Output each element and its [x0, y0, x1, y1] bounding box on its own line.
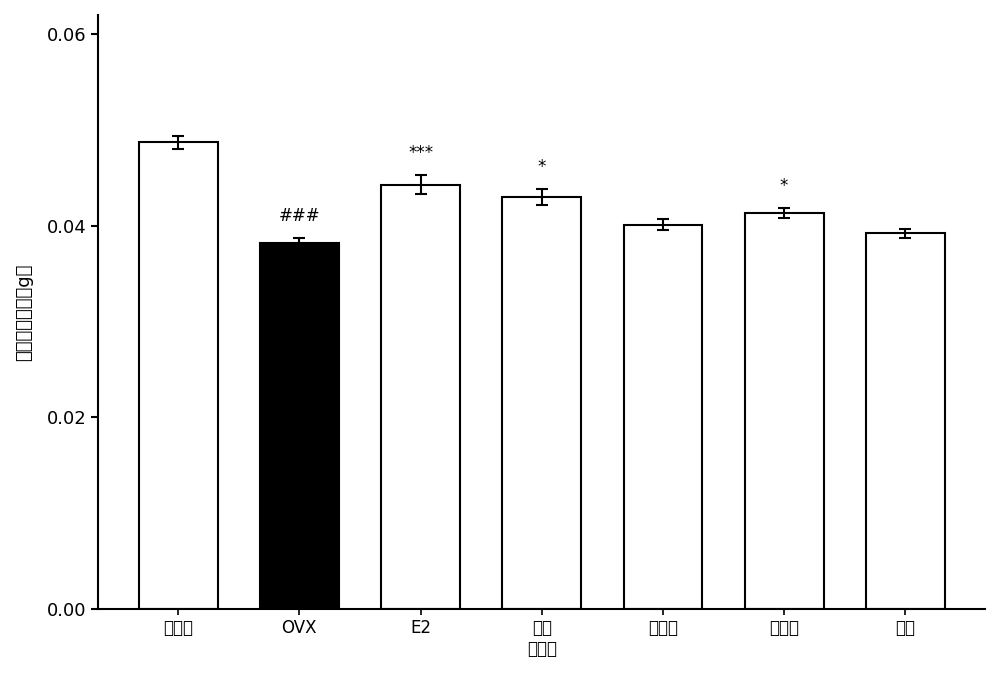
Bar — [502, 197, 581, 609]
Bar — [745, 213, 824, 609]
Bar — [624, 225, 702, 609]
Text: *: * — [538, 158, 546, 176]
Y-axis label: 骨礦物質含量（g）: 骨礦物質含量（g） — [15, 263, 33, 361]
Text: *: * — [780, 177, 788, 195]
Bar — [139, 143, 218, 609]
Bar — [866, 234, 945, 609]
Text: ###: ### — [279, 207, 320, 225]
Text: ***: *** — [408, 143, 433, 162]
Bar — [381, 184, 460, 609]
Bar — [260, 243, 339, 609]
